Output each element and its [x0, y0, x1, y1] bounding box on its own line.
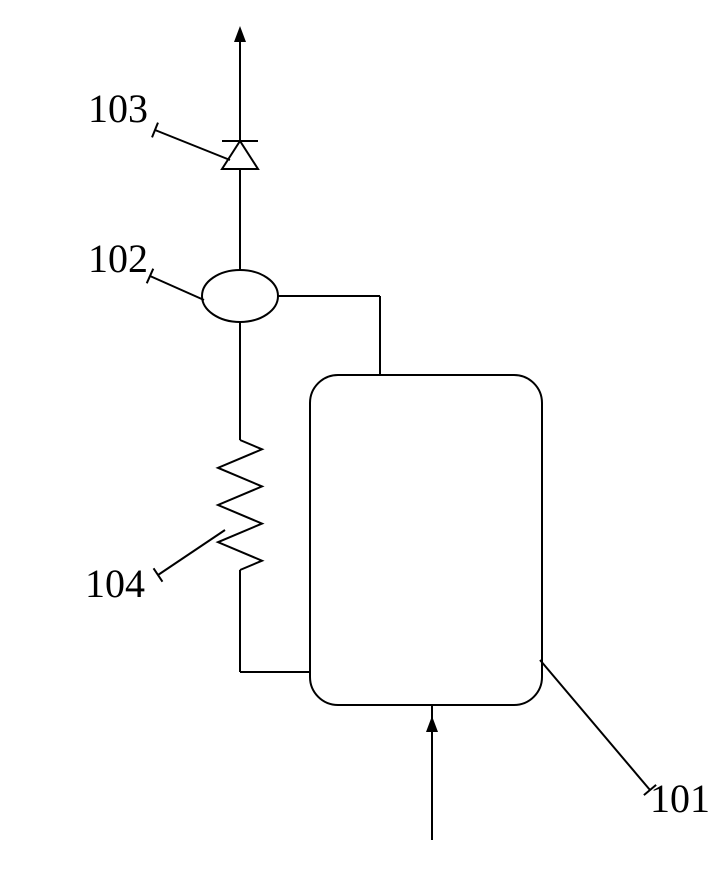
label-102: 102 — [88, 235, 148, 282]
schematic-svg — [0, 0, 725, 886]
label-104: 104 — [85, 560, 145, 607]
schematic-diagram — [0, 0, 725, 886]
label-101: 101 — [650, 775, 710, 822]
label-103: 103 — [88, 85, 148, 132]
